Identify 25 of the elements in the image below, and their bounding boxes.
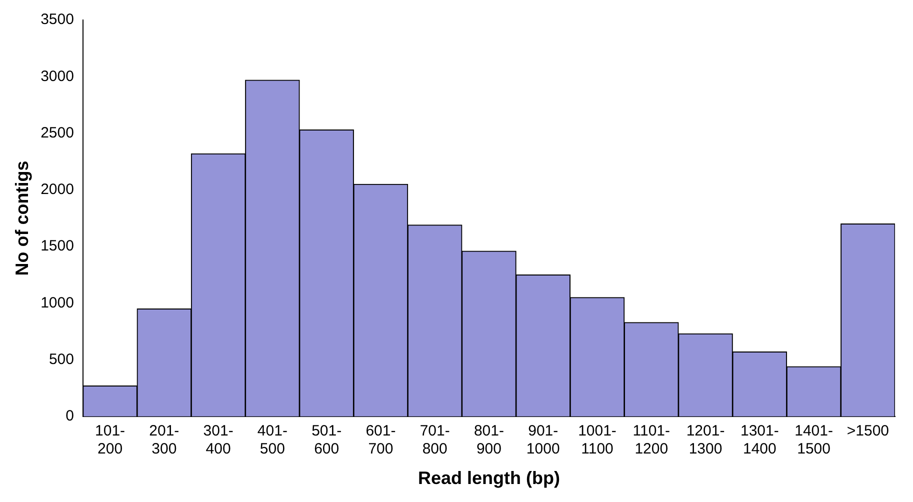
x-axis-title: Read length (bp) (418, 468, 560, 488)
x-tick-label: 1101-1200 (632, 422, 670, 458)
x-tick-label: 501-600 (312, 422, 342, 458)
x-tick-label: 301-400 (203, 422, 234, 458)
y-axis-title: No of contigs (12, 160, 32, 276)
x-tick-label: 1001-1100 (578, 422, 616, 458)
y-tick-label: 1000 (40, 294, 74, 312)
x-tick-label: 801-900 (474, 422, 504, 458)
y-tick-label: 1500 (40, 238, 74, 255)
x-tick-label: 1201-1300 (686, 422, 725, 458)
x-tick-label: 601-700 (366, 422, 396, 458)
x-tick-label: 401-500 (257, 422, 288, 458)
x-tick-label: >1500 (846, 422, 890, 440)
y-tick-label: 2500 (40, 124, 74, 142)
y-tick-label: 500 (48, 350, 74, 368)
x-tick-label: 101-200 (95, 422, 126, 458)
x-tick-label: 701-800 (420, 422, 450, 458)
y-tick-label: 3000 (40, 68, 74, 85)
y-tick-label: 2000 (40, 181, 74, 198)
y-tick-label: 3500 (40, 11, 74, 28)
x-tick-label: 1401-1500 (794, 422, 833, 458)
y-tick-label: 0 (66, 408, 74, 425)
x-tick-label: 901-1000 (526, 422, 560, 458)
x-tick-label: 1301-1400 (740, 422, 779, 458)
x-tick-label: 201-300 (149, 422, 180, 458)
